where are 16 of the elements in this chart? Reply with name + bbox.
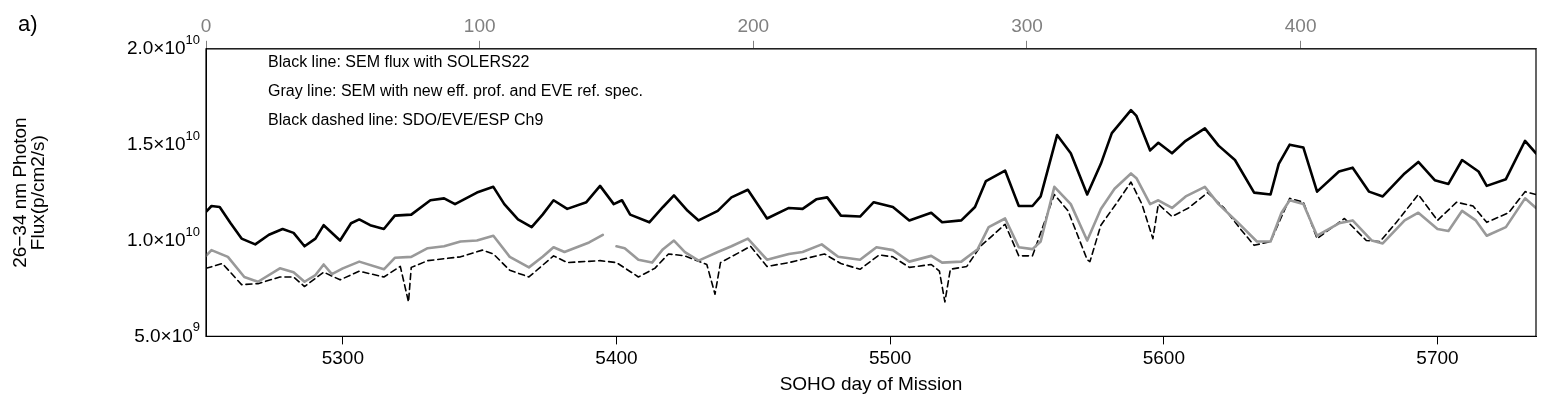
y-axis-title: 26−34 nm Photon Flux(p/cm2/s) [9, 117, 49, 268]
x2-tick-label: 200 [737, 14, 770, 36]
x-tick-label: 5700 [1416, 347, 1459, 369]
text: a) [18, 11, 38, 37]
annotation: Black dashed line: SDO/EVE/ESP Ch9 [268, 111, 544, 129]
annotation: Black line: SEM flux with SOLERS22 [268, 53, 530, 71]
x-tick-label: 5500 [869, 347, 912, 369]
x-tick-label: 5400 [595, 347, 638, 369]
x-tick-label: 5300 [321, 347, 364, 369]
x2-tick-label: 300 [1011, 14, 1043, 36]
x2-tick-label: 0 [200, 14, 212, 36]
annotation: Gray line: SEM with new eff. prof. and EVE ref. spec. [268, 82, 643, 100]
x-axis-title: SOHO day of Mission [779, 372, 963, 394]
x-tick-label: 5600 [1142, 347, 1185, 369]
x2-tick-label: 400 [1284, 14, 1317, 36]
x2-tick-label: 100 [463, 14, 496, 36]
